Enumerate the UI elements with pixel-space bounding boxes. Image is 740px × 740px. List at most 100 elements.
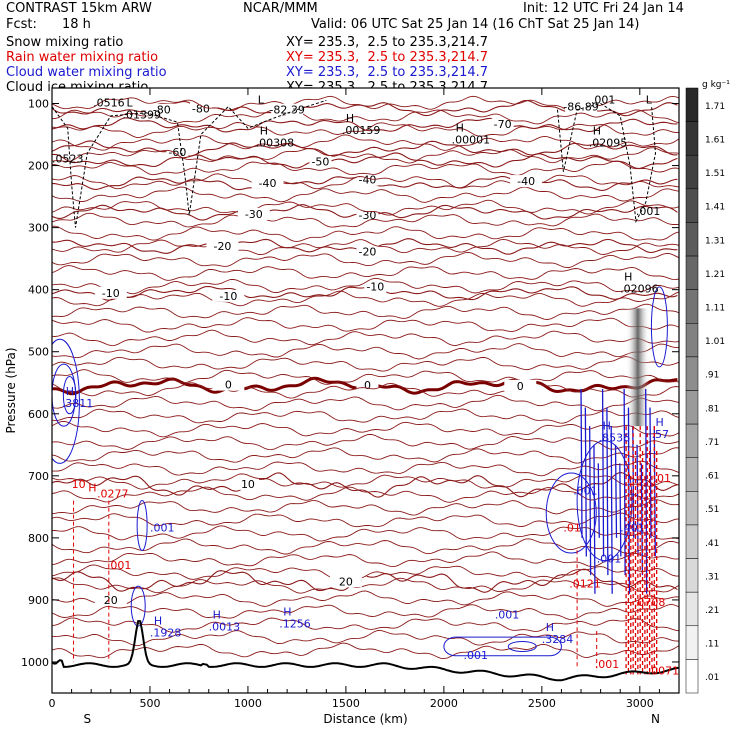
extremum-value: .3284 (542, 633, 574, 646)
colorbar-swatch (685, 524, 699, 559)
extremum-value: .8536 (599, 431, 631, 444)
contour-label: .001 (107, 559, 132, 572)
isotherm-minor-line (52, 394, 679, 412)
isotherm-label-bg (236, 477, 259, 490)
cloud-water-contour (645, 388, 648, 594)
isotherm-minor-line (52, 460, 679, 477)
extremum-value: .00159 (342, 124, 381, 137)
isotherm-minor-line (52, 551, 679, 568)
contour-label: .001 (597, 553, 622, 566)
colorbar-swatch (685, 87, 699, 122)
cloud-water-contour (136, 499, 148, 551)
isotherm-label: 20 (339, 575, 353, 588)
isotherm-label-bg (237, 207, 270, 220)
colorbar-label: .71 (705, 438, 719, 448)
extremum-value: .00001 (452, 133, 491, 146)
extremum-value: .0013 (209, 621, 241, 634)
x-tick-label: 500 (139, 697, 160, 710)
extremum-mark: L (126, 97, 133, 110)
isotherm-minor-line (52, 590, 679, 607)
isotherm-label: -10 (219, 290, 237, 303)
contour-label: .0523 (52, 152, 84, 165)
extremum-mark: H (546, 621, 554, 634)
colorbar-swatch (685, 222, 699, 257)
colorbar-label: 1.71 (705, 102, 725, 112)
x-tick-label: 3000 (626, 697, 654, 710)
isotherm-label-bg (94, 593, 127, 606)
isotherm-minor-line (52, 122, 679, 138)
isotherm-minor-line (52, 564, 679, 580)
isotherm-label: -30 (245, 208, 263, 221)
extremum-mark: H (260, 125, 268, 138)
forecast-hour: 18 h (62, 17, 91, 32)
isotherm-minor-line (52, 186, 679, 203)
cloud-water-contour (593, 444, 596, 594)
colorbar-swatch (685, 255, 699, 290)
x-tick-label: 1000 (234, 697, 262, 710)
y-tick-label: 800 (28, 532, 49, 545)
isotherm-minor-line (52, 277, 679, 295)
cloud-water-contour (62, 376, 77, 415)
isotherm-label: -30 (358, 209, 376, 222)
cloud-ice-contour (52, 99, 327, 228)
isotherm-label-bg (94, 286, 127, 299)
isotherm-minor-line (52, 238, 679, 256)
isotherm-minor-line (52, 199, 679, 216)
isotherm-label: -50 (311, 156, 329, 169)
isotherm-minor-line (52, 512, 679, 528)
isotherm-minor-line (52, 251, 679, 269)
field-name-cloud-water: Cloud water mixing ratio (6, 65, 167, 80)
y-tick-label: 400 (28, 284, 49, 297)
colorbar-label: .61 (705, 472, 719, 482)
y-tick-label: 1000 (21, 656, 49, 669)
terrain-line (52, 620, 679, 682)
y-axis-label: Pressure (hPa) (4, 347, 18, 433)
isotherm-minor-line (52, 173, 679, 190)
isotherm-label-bg (189, 102, 212, 115)
colorbar-label: 1.11 (705, 303, 725, 313)
isotherm-label-bg (212, 378, 245, 391)
colorbar-swatch (685, 390, 699, 425)
extremum-value: .3811 (62, 397, 93, 410)
contour-label: H (88, 481, 96, 494)
south-label: S (83, 712, 91, 726)
x-tick-label: 2000 (430, 697, 458, 710)
isotherm-minor-line (52, 538, 679, 555)
extremum-mark: H (346, 112, 354, 125)
valid-time: Valid: 06 UTC Sat 25 Jan 14 (16 ChT Sat … (311, 17, 640, 32)
isotherm-label: -60 (168, 146, 186, 159)
colorbar-swatch (685, 423, 699, 458)
cloud-water-contour (580, 388, 583, 538)
isotherm-label-bg (309, 155, 332, 168)
colorbar-swatch (685, 154, 699, 190)
x-axis-label: Distance (km) (323, 712, 407, 726)
isotherm-minor-line (52, 329, 679, 347)
isotherm-minor-line (52, 303, 679, 320)
y-tick-label: 900 (28, 594, 49, 607)
colorbar-label: 1.01 (705, 337, 725, 347)
contour-label: .001 (463, 649, 488, 662)
isotherm-label: 20 (104, 594, 118, 607)
extremum-mark: H (283, 605, 291, 618)
isotherm-minor-line (52, 265, 679, 281)
extremum-mark: H (624, 270, 632, 283)
field-name-rain: Rain water mixing ratio (6, 50, 159, 65)
extremum-value: .02096 (620, 282, 659, 295)
x-tick-label: 0 (49, 697, 56, 710)
isotherm-minor-line (52, 473, 679, 490)
isotherm-minor-line (52, 356, 679, 372)
isotherm-minor-line (52, 408, 679, 424)
forecast-label: Fcst: (6, 17, 37, 32)
contour-label: .401 (620, 522, 645, 535)
extremum-mark: L (258, 94, 265, 107)
colorbar-swatch (685, 121, 699, 156)
x-tick-label: 1500 (332, 697, 360, 710)
cloud-water-contour (584, 407, 587, 557)
colorbar-label: .41 (705, 539, 719, 549)
contour-label: .0708 (634, 596, 666, 609)
y-tick-label: 200 (28, 160, 49, 173)
isotherm-label: -40 (358, 174, 376, 187)
isotherm-label: 0 (517, 380, 524, 393)
cloud-water-contour (649, 407, 652, 538)
cloud-water-contour (507, 640, 537, 652)
